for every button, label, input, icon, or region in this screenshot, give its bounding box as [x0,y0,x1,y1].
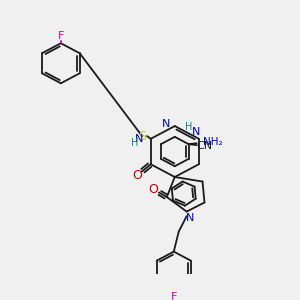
Text: NH₂: NH₂ [202,137,222,147]
Text: H: H [131,138,139,148]
Text: N: N [134,134,143,144]
Text: N: N [185,213,194,223]
Text: F: F [58,31,64,41]
Text: H: H [185,122,193,132]
Text: S: S [138,130,146,142]
Text: F: F [171,292,177,300]
Text: CN: CN [196,141,213,151]
Text: O: O [148,183,158,196]
Text: O: O [132,169,142,182]
Text: N: N [161,119,170,129]
Text: N: N [192,128,200,137]
